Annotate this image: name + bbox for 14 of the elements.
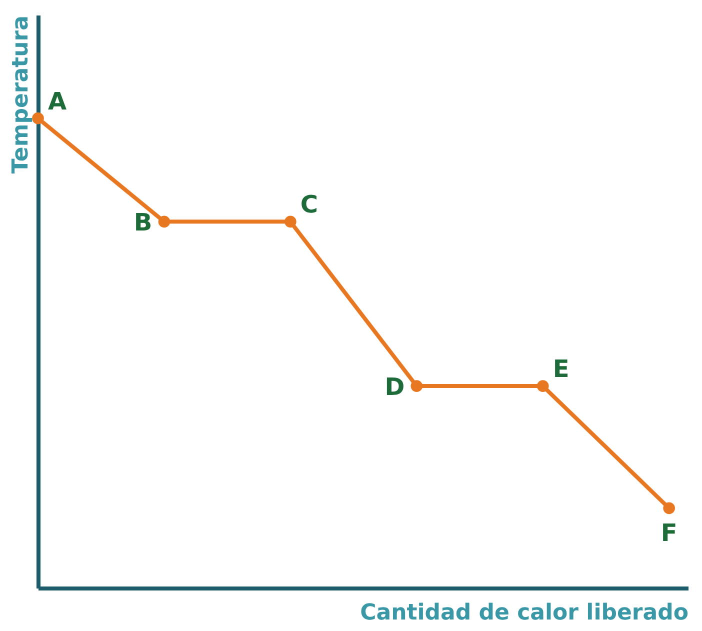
point bbox=[158, 216, 170, 228]
annotation: E bbox=[552, 355, 570, 384]
point bbox=[410, 380, 423, 392]
text: A bbox=[48, 87, 67, 116]
point bbox=[284, 216, 296, 228]
y-axis-title: Temperatura bbox=[8, 16, 34, 174]
point bbox=[536, 380, 549, 392]
annotation: C bbox=[300, 190, 318, 219]
annotation: F bbox=[660, 519, 678, 548]
point bbox=[663, 502, 675, 514]
point bbox=[32, 112, 44, 124]
x-axis-title: Cantidad de calor liberado bbox=[360, 600, 688, 626]
annotation: D bbox=[384, 373, 405, 402]
annotation: B bbox=[134, 208, 152, 237]
